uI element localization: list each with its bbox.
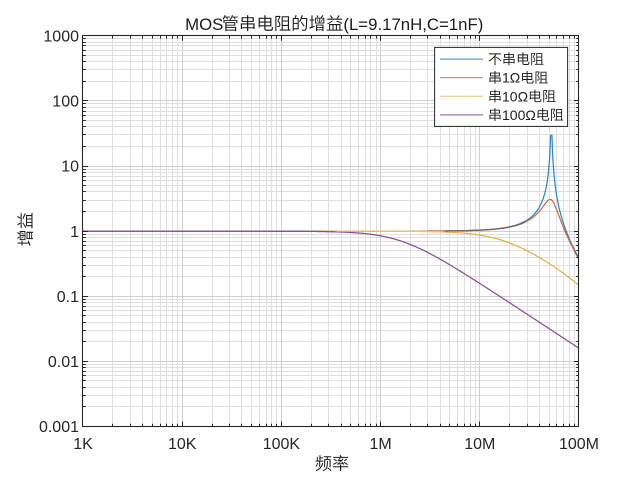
svg-text:10K: 10K — [168, 436, 197, 453]
svg-text:0.001: 0.001 — [39, 419, 79, 436]
svg-text:0.01: 0.01 — [48, 354, 79, 371]
svg-text:1M: 1M — [369, 436, 391, 453]
svg-text:10M: 10M — [464, 436, 495, 453]
svg-text:10Ω: 10Ω — [502, 88, 528, 104]
svg-text:100K: 100K — [263, 436, 301, 453]
svg-text:1000: 1000 — [43, 29, 79, 46]
svg-text:1Ω: 1Ω — [502, 70, 520, 86]
svg-text:100M: 100M — [559, 436, 599, 453]
svg-text:(L=9.17nH,C=1nF): (L=9.17nH,C=1nF) — [343, 15, 483, 34]
svg-text:1K: 1K — [73, 436, 93, 453]
svg-text:100: 100 — [52, 94, 79, 111]
svg-text:1: 1 — [70, 224, 79, 241]
svg-text:10: 10 — [61, 159, 79, 176]
svg-text:100Ω: 100Ω — [502, 107, 536, 123]
svg-text:0.1: 0.1 — [57, 289, 79, 306]
svg-text:MOS: MOS — [185, 15, 223, 34]
